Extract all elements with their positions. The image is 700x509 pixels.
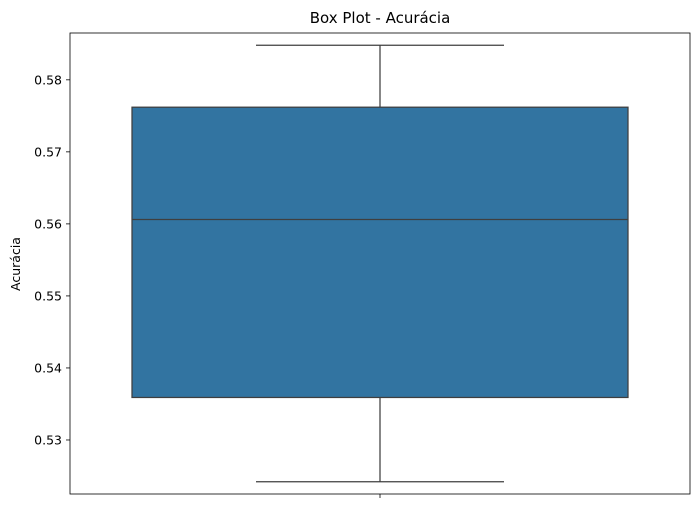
y-tick-label: 0.58 (34, 72, 62, 87)
y-tick-label: 0.53 (34, 432, 62, 447)
y-tick-label: 0.57 (34, 144, 62, 159)
y-tick-label: 0.55 (34, 288, 62, 303)
y-tick-label: 0.56 (34, 216, 62, 231)
y-axis-ticks: 0.53 0.54 0.55 0.56 0.57 0.58 (34, 72, 70, 447)
plot-frame (69, 32, 691, 495)
y-tick-label: 0.54 (34, 360, 62, 375)
box-plot (131, 44, 629, 483)
y-axis-label: Acurácia (8, 237, 23, 291)
chart-title: Box Plot - Acurácia (310, 9, 451, 27)
interquartile-box (131, 106, 629, 399)
